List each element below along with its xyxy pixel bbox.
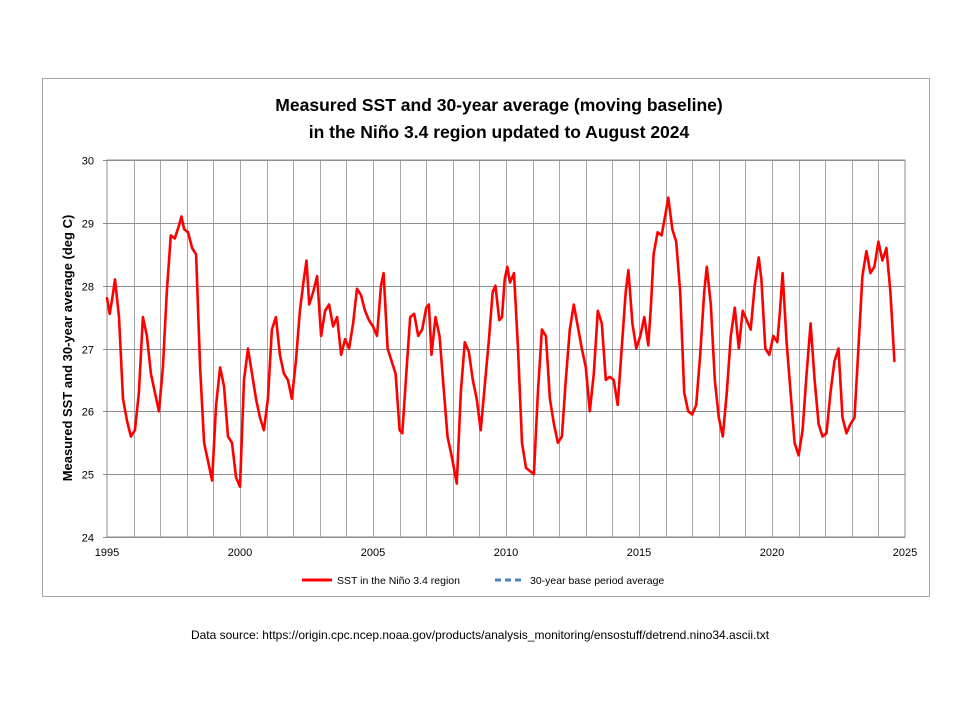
x-tick-label: 2020 [760, 547, 784, 559]
x-tick-label: 2015 [627, 547, 651, 559]
axes: 24 25 26 27 28 29 30 1995 2000 2005 2010 2015 2020 20… [82, 156, 917, 560]
gridlines [106, 159, 906, 538]
y-tick-label: 30 [82, 156, 94, 168]
y-tick-label: 26 [82, 407, 94, 419]
legend-label-sst: SST in the Niño 3.4 region [337, 575, 460, 587]
y-tick-label: 27 [82, 345, 94, 357]
y-tick-label: 28 [82, 282, 94, 294]
y-tick-label: 25 [82, 470, 94, 482]
x-tick-label: 2010 [494, 547, 518, 559]
x-tick-label: 1995 [95, 547, 119, 559]
chart-title-line-1: Measured SST and 30-year average (moving… [275, 95, 722, 115]
x-tick-label: 2025 [893, 547, 917, 559]
chart-title-line-2: in the Niño 3.4 region updated to August… [309, 122, 690, 142]
chart-frame [42, 78, 930, 597]
x-tick-label: 2005 [361, 547, 385, 559]
legend-label-baseline: 30-year base period average [530, 575, 664, 587]
series-line-sst-nino34 [105, 196, 896, 489]
y-tick-label: 24 [82, 533, 94, 545]
legend: SST in the Niño 3.4 region 30-year base … [302, 575, 664, 587]
y-tick-label: 29 [82, 219, 94, 231]
y-axis-label: Measured SST and 30-year average (deg C) [60, 215, 75, 482]
series-layer [105, 196, 896, 489]
data-source-note: Data source: https://origin.cpc.ncep.noa… [190, 628, 770, 642]
x-tick-label: 2000 [228, 547, 252, 559]
